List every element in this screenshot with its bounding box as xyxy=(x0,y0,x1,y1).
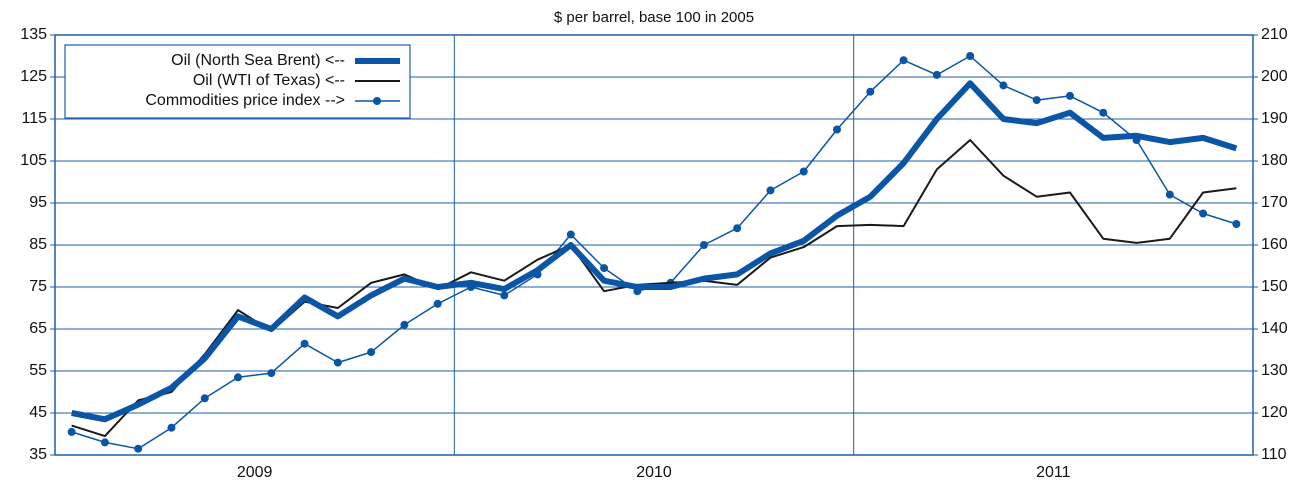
series-marker xyxy=(367,348,376,357)
series-marker xyxy=(400,320,409,329)
y-tick-label: 135 xyxy=(20,26,47,43)
series-marker xyxy=(200,394,209,403)
y-tick-label: 85 xyxy=(29,236,47,253)
y-tick-label: 115 xyxy=(21,110,47,127)
series-marker xyxy=(234,373,243,382)
plot-frame xyxy=(54,34,1254,456)
y-tick-label: 55 xyxy=(29,362,47,379)
legend-label: Commodities price index --> xyxy=(145,92,345,109)
series-line xyxy=(71,80,1238,423)
series-marker xyxy=(866,87,875,96)
series-marker xyxy=(500,291,509,300)
x-tick-label: 2011 xyxy=(1036,464,1071,481)
y-tick-label: 125 xyxy=(20,68,47,85)
legend-label: Oil (North Sea Brent) <-- xyxy=(171,52,345,69)
legend-marker xyxy=(373,97,381,105)
series-marker xyxy=(267,369,276,378)
y-tick-label: 45 xyxy=(29,404,47,421)
series-marker xyxy=(333,358,342,367)
legend-label: Oil (WTI of Texas) <-- xyxy=(193,72,345,89)
y2-tick-label: 130 xyxy=(1261,362,1288,379)
y2-tick-label: 190 xyxy=(1261,110,1288,127)
chart-title: $ per barrel, base 100 in 2005 xyxy=(554,9,754,26)
series-marker xyxy=(67,427,76,436)
series-marker xyxy=(1232,220,1241,228)
series-marker xyxy=(699,241,708,249)
y2-tick-label: 120 xyxy=(1261,404,1288,421)
x-tick-label: 2010 xyxy=(636,464,672,481)
series-marker xyxy=(1032,96,1041,105)
y2-tick-label: 160 xyxy=(1261,236,1288,253)
series-marker xyxy=(932,70,941,79)
series-marker xyxy=(999,81,1008,90)
series-marker xyxy=(966,52,975,60)
y2-tick-label: 110 xyxy=(1261,446,1287,463)
series-marker xyxy=(134,444,143,453)
y2-tick-label: 170 xyxy=(1261,194,1288,211)
series-marker xyxy=(899,56,908,65)
y2-tick-label: 180 xyxy=(1261,152,1288,169)
series-marker xyxy=(733,224,742,233)
series-marker xyxy=(1065,91,1074,100)
series-marker xyxy=(300,339,309,348)
series-marker xyxy=(566,230,575,239)
y-tick-label: 105 xyxy=(20,152,47,169)
series-marker xyxy=(1199,209,1208,218)
y-tick-label: 95 xyxy=(29,194,47,211)
legend-box xyxy=(64,44,411,119)
y-tick-label: 35 xyxy=(29,446,47,463)
y2-tick-label: 150 xyxy=(1261,278,1288,295)
y2-tick-label: 140 xyxy=(1261,320,1288,337)
series-marker xyxy=(833,125,842,134)
series-marker xyxy=(799,167,808,176)
series-marker xyxy=(1099,108,1108,117)
y2-tick-label: 210 xyxy=(1261,26,1288,43)
series-marker xyxy=(100,438,109,447)
series-marker xyxy=(766,186,775,195)
series-marker xyxy=(167,423,176,432)
legend: Oil (North Sea Brent) <-- Oil (WTI of Tex… xyxy=(64,44,411,119)
series-marker xyxy=(1165,190,1174,199)
y2-tick-label: 200 xyxy=(1261,68,1288,85)
y-tick-label: 75 xyxy=(29,278,47,295)
series-marker xyxy=(600,264,609,273)
x-tick-label: 2009 xyxy=(237,464,273,481)
y-tick-label: 65 xyxy=(29,320,47,337)
series-marker xyxy=(433,299,442,308)
